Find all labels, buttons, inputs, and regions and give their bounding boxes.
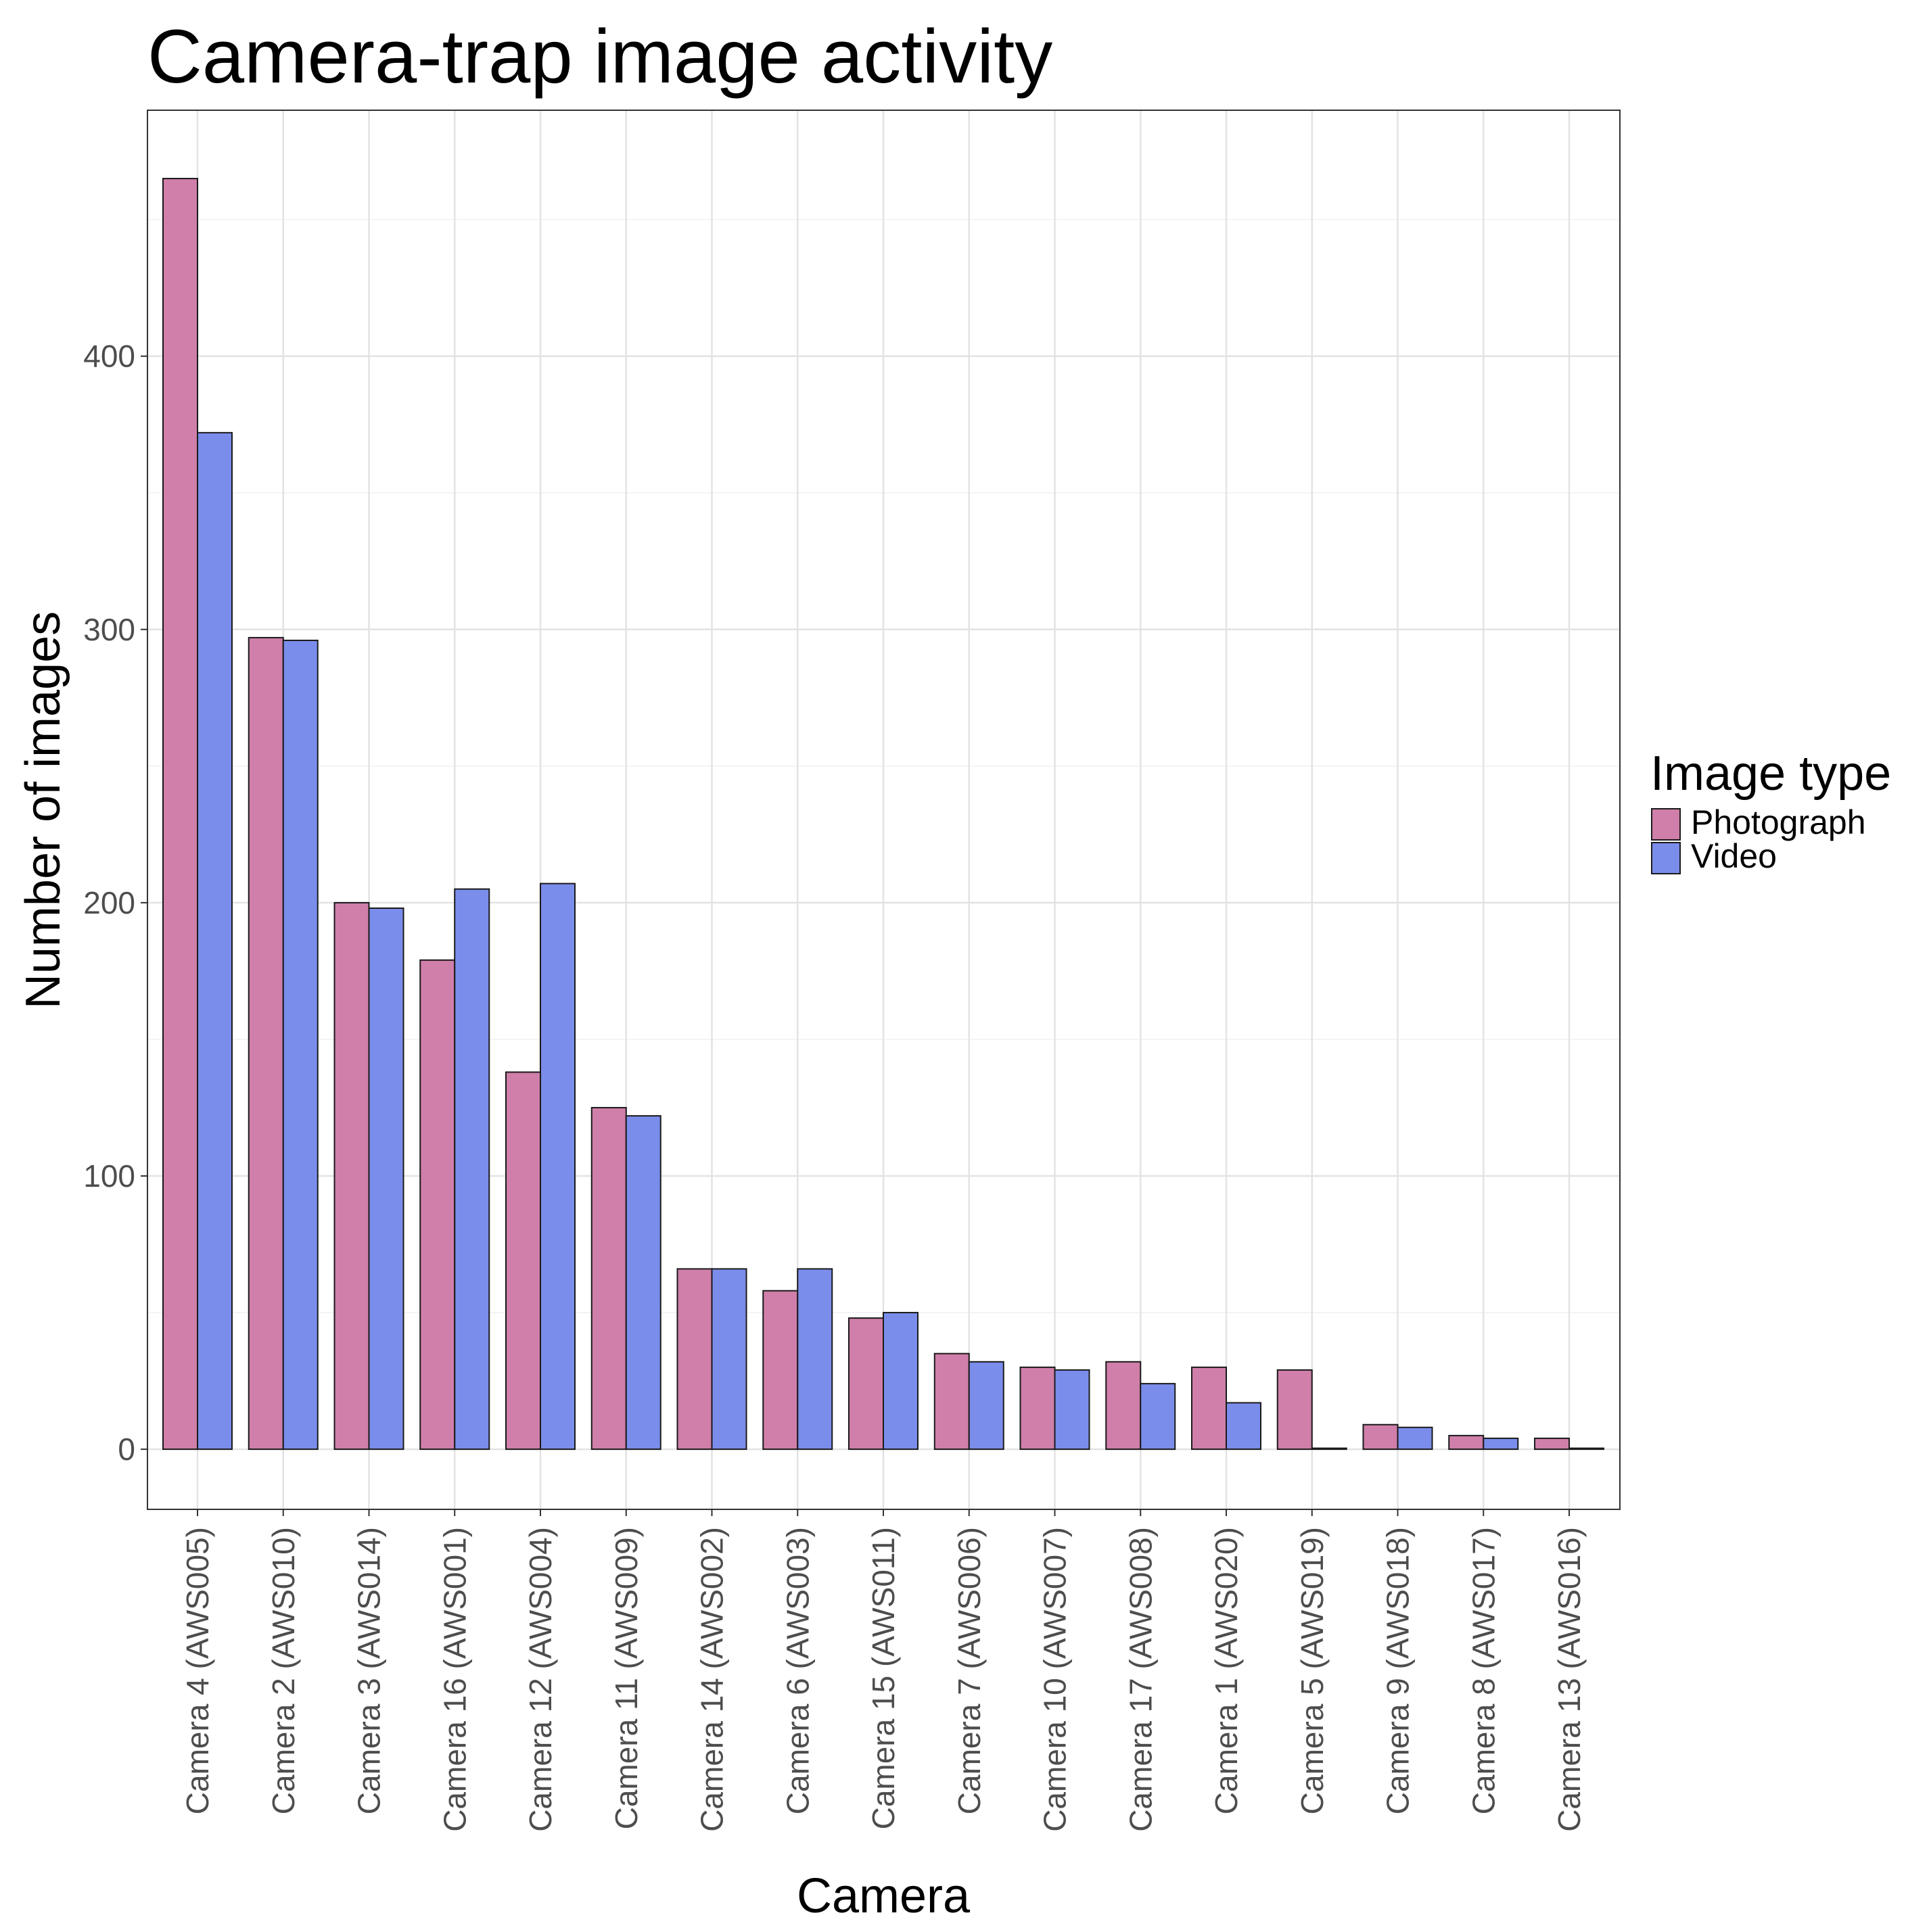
x-tick-label: Camera 3 (AWS014) <box>352 1527 387 1814</box>
bar-video <box>1397 1426 1433 1451</box>
x-tick-label: Camera 5 (AWS019) <box>1295 1527 1330 1814</box>
y-tick-label: 400 <box>83 339 135 374</box>
bar-video <box>797 1268 833 1451</box>
bar-video <box>711 1268 747 1451</box>
y-tick-label: 300 <box>83 612 135 647</box>
x-tick-label: Camera 10 (AWS007) <box>1038 1527 1073 1832</box>
legend-swatch-video <box>1651 842 1681 874</box>
bar-video <box>454 888 490 1451</box>
x-tick-label: Camera 16 (AWS001) <box>437 1527 472 1832</box>
y-axis-ticks: 0 100 200 300 400 <box>83 339 147 1467</box>
bar-photograph <box>1276 1369 1313 1451</box>
x-tick-label: Camera 2 (AWS010) <box>266 1527 301 1814</box>
bar-photograph <box>1191 1366 1227 1451</box>
bar-layer <box>162 178 1604 1451</box>
chart-title: Camera-trap image activity <box>147 14 1052 99</box>
bar-photograph <box>1019 1366 1056 1451</box>
bar-photograph <box>162 178 198 1451</box>
bar-photograph <box>590 1106 627 1451</box>
legend-label-video: Video <box>1691 837 1777 875</box>
bar-video <box>625 1115 661 1451</box>
legend-title: Image type <box>1650 747 1891 801</box>
bar-photograph <box>248 636 284 1451</box>
bar-video <box>1483 1437 1519 1451</box>
bar-video <box>1226 1402 1261 1451</box>
x-tick-label: Camera 9 (AWS018) <box>1380 1527 1416 1814</box>
bar-video <box>1054 1369 1090 1451</box>
bar-video <box>282 639 319 1451</box>
bar-photograph <box>848 1317 884 1451</box>
x-tick-label: Camera 17 (AWS008) <box>1123 1527 1158 1832</box>
bar-photograph <box>762 1290 799 1451</box>
legend-label-photograph: Photograph <box>1691 803 1866 841</box>
bar-video <box>1140 1383 1176 1451</box>
bar-photograph <box>676 1268 713 1451</box>
bar-video <box>197 431 233 1451</box>
x-tick-label: Camera 14 (AWS002) <box>695 1527 730 1832</box>
bar-video <box>968 1361 1004 1451</box>
x-tick-label: Camera 15 (AWS011) <box>866 1527 901 1829</box>
bar-video <box>1568 1447 1604 1451</box>
bar-video <box>1311 1447 1347 1451</box>
y-tick-label: 100 <box>83 1158 135 1194</box>
y-axis-title: Number of images <box>16 611 70 1009</box>
bar-photograph <box>419 959 456 1451</box>
bar-photograph <box>505 1071 541 1451</box>
bar-photograph <box>1105 1361 1142 1451</box>
x-tick-label: Camera 1 (AWS020) <box>1209 1527 1244 1814</box>
bar-photograph <box>1534 1437 1570 1451</box>
x-tick-label: Camera 6 (AWS003) <box>780 1527 815 1814</box>
x-tick-label: Camera 11 (AWS009) <box>609 1527 644 1829</box>
bar-video <box>368 907 404 1451</box>
bar-video <box>540 882 576 1451</box>
x-tick-label: Camera 8 (AWS017) <box>1466 1527 1501 1814</box>
bar-video <box>883 1312 919 1451</box>
y-tick-label: 200 <box>83 885 135 920</box>
bar-photograph <box>1362 1423 1399 1451</box>
x-tick-label: Camera 12 (AWS004) <box>523 1527 558 1832</box>
x-axis-ticks: Camera 4 (AWS005) Camera 2 (AWS010) Camera… <box>180 1509 1587 1832</box>
y-tick-label: 0 <box>118 1432 135 1467</box>
bar-photograph <box>1448 1434 1485 1451</box>
x-tick-label: Camera 13 (AWS016) <box>1552 1527 1587 1832</box>
bar-photograph <box>933 1352 970 1451</box>
x-axis-title: Camera <box>797 1869 971 1923</box>
bar-photograph <box>333 901 370 1451</box>
x-tick-label: Camera 4 (AWS005) <box>180 1527 215 1814</box>
x-tick-label: Camera 7 (AWS006) <box>952 1527 987 1814</box>
legend-swatch-photograph <box>1651 808 1681 841</box>
